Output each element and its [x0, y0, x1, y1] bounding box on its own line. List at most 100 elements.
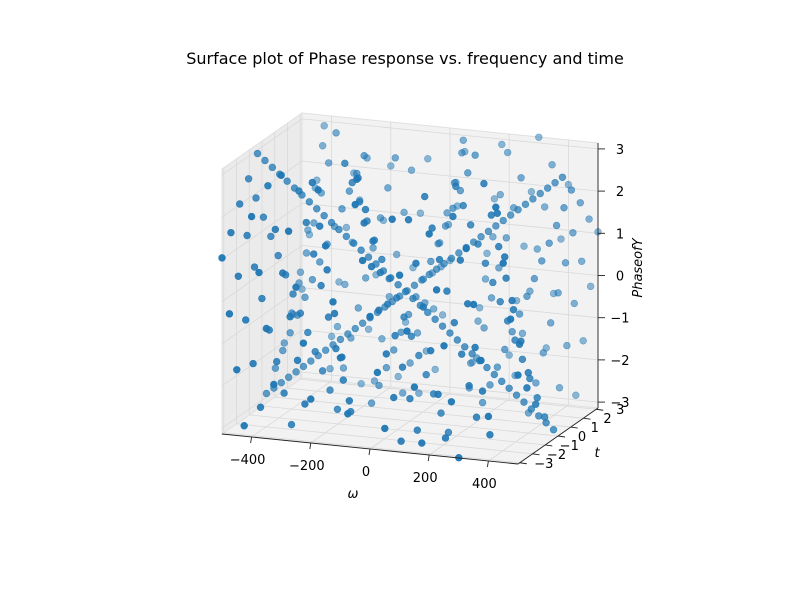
y-tick-label: −2: [547, 448, 566, 463]
scatter-point: [357, 246, 365, 254]
scatter-point: [486, 381, 494, 389]
y-grid-line: [223, 432, 520, 464]
scatter-point: [375, 381, 383, 390]
scatter-point: [338, 205, 346, 213]
scatter-point: [527, 405, 536, 413]
scatter-point: [367, 262, 376, 271]
scatter-point: [258, 294, 266, 303]
scatter-point: [307, 395, 315, 403]
scatter-point: [360, 151, 368, 160]
scatter-point: [492, 203, 500, 211]
scatter-point: [502, 234, 510, 242]
scatter-point: [483, 363, 491, 372]
scatter-point: [549, 426, 558, 434]
scatter-point: [441, 222, 450, 230]
scatter-point: [551, 179, 559, 187]
scatter-point: [514, 371, 522, 379]
scatter-point: [503, 148, 512, 157]
scatter-point: [520, 242, 528, 250]
scatter-point: [546, 319, 555, 327]
scatter-point: [577, 257, 586, 265]
scatter-point: [484, 227, 493, 236]
y-tick-mark: [596, 408, 604, 411]
y-tick-mark: [557, 435, 566, 438]
scatter-point: [271, 225, 280, 234]
scatter-point: [465, 381, 473, 390]
scatter-point: [341, 159, 349, 168]
scatter-point: [585, 215, 593, 223]
scatter-point: [529, 195, 537, 203]
scatter-point: [350, 239, 358, 247]
scatter-point: [552, 221, 561, 230]
scatter-point: [326, 365, 334, 373]
scatter-point: [392, 294, 401, 302]
scatter-point: [324, 313, 333, 321]
y-axis-label: t: [594, 446, 600, 461]
scatter-point: [517, 174, 525, 182]
y-grid-line: [300, 378, 597, 410]
scatter-point: [342, 232, 351, 241]
scatter-point: [398, 389, 407, 397]
scatter-point: [478, 387, 487, 395]
scatter-point: [523, 292, 531, 301]
scatter-point: [422, 371, 430, 379]
z-tick-label: −2: [610, 354, 629, 369]
scatter-point: [249, 359, 257, 368]
scatter-point: [301, 400, 309, 408]
scatter-point: [329, 298, 337, 306]
scatter-point: [385, 274, 393, 283]
scatter-point: [450, 318, 459, 327]
scatter-point: [554, 289, 562, 297]
scatter-point: [339, 376, 348, 384]
scatter-point: [410, 281, 419, 290]
scatter-point: [332, 129, 340, 137]
scatter-point: [310, 219, 318, 227]
y-tick-label: −3: [534, 457, 553, 472]
scatter-point: [314, 186, 322, 194]
scatter-point: [287, 420, 296, 429]
scatter-point: [233, 366, 241, 374]
scatter-point: [418, 439, 426, 447]
scatter-point: [335, 225, 343, 234]
scatter-point: [378, 255, 386, 264]
scatter-point: [407, 332, 416, 340]
scatter-point: [400, 208, 408, 217]
scatter-point: [345, 187, 354, 195]
scatter-point: [256, 403, 265, 411]
y-grid-line: [287, 387, 584, 419]
scatter-point: [392, 250, 401, 259]
z-grid-line: [221, 118, 303, 176]
scatter-point: [416, 209, 425, 217]
y-tick-label: −1: [560, 439, 579, 454]
scatter-point: [536, 189, 544, 198]
scatter-point: [268, 163, 277, 172]
scatter-point: [540, 203, 549, 211]
x-tick-mark: [250, 436, 253, 444]
scatter-point: [271, 364, 280, 372]
scatter-point: [409, 294, 417, 303]
z-tick-label: −1: [610, 312, 629, 327]
scatter-point: [401, 287, 410, 296]
scatter-point: [218, 254, 226, 262]
scatter-point: [284, 227, 293, 235]
scatter-point: [480, 324, 488, 332]
scatter-point: [524, 369, 533, 377]
scatter-point: [296, 268, 305, 276]
scatter-point: [432, 265, 441, 273]
scatter-point: [415, 351, 423, 360]
scatter-point: [532, 379, 540, 387]
scatter-point: [449, 204, 457, 212]
y-tick-mark: [583, 417, 591, 420]
scatter-point: [480, 179, 488, 188]
scatter-point: [579, 337, 587, 345]
x-tick-label: −400: [230, 453, 266, 468]
scatter-point: [475, 304, 484, 312]
scatter-point: [493, 363, 502, 371]
scatter-point: [521, 200, 530, 209]
scatter-point: [440, 342, 448, 350]
scatter-point: [512, 391, 521, 399]
z-tick-label: 0: [616, 270, 624, 285]
scatter-point: [428, 224, 436, 232]
scatter-point: [354, 304, 362, 312]
scatter-point: [344, 330, 352, 338]
